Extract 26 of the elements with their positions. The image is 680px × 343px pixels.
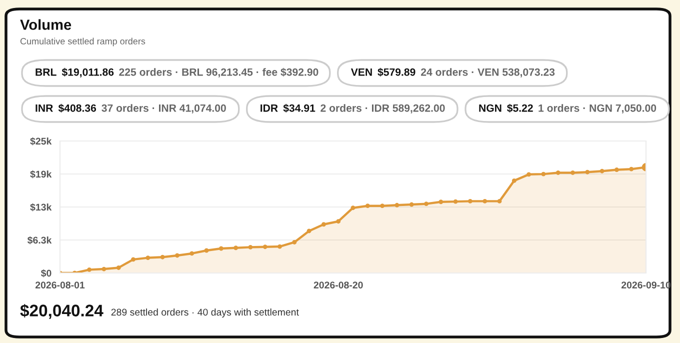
- chart-subtitle: Cumulative settled ramp orders: [20, 38, 146, 46]
- text: VEN: [350, 68, 372, 76]
- y-tick-label: $0: [40, 269, 52, 278]
- y-tick-label: $25k: [30, 137, 52, 146]
- x-tick-label: 2026-08-20: [314, 282, 363, 288]
- text: BRL: [36, 68, 56, 76]
- text: IDR: [260, 104, 278, 112]
- text: 225 orders · BRL 96,213.45 · fee $392.90: [119, 68, 318, 78]
- text: 289 settled orders · 40 days with settlement: [111, 308, 299, 318]
- text: 37 orders · INR 41,074.00: [102, 104, 226, 114]
- text: 24 orders · VEN 538,073.23: [420, 68, 555, 78]
- text: 2 orders · IDR 589,262.00: [320, 104, 445, 114]
- text: NGN: [479, 104, 502, 112]
- text: 1 orders · NGN 7,050.00: [538, 104, 656, 114]
- y-tick-label: $6.3k: [27, 236, 52, 244]
- x-tick-label: 2026-08-01: [35, 282, 85, 288]
- text: $579.89: [378, 68, 416, 77]
- y-tick-label: $13k: [30, 203, 52, 212]
- text: $34.91: [283, 104, 316, 113]
- y-tick-label: $19k: [30, 170, 52, 178]
- text: $19,011.86: [62, 68, 114, 78]
- text: $408.36: [58, 104, 96, 113]
- chart-title: Volume: [20, 19, 72, 30]
- text: $5.22: [507, 104, 533, 113]
- text: $20,040.24: [20, 304, 104, 319]
- text: INR: [36, 104, 53, 112]
